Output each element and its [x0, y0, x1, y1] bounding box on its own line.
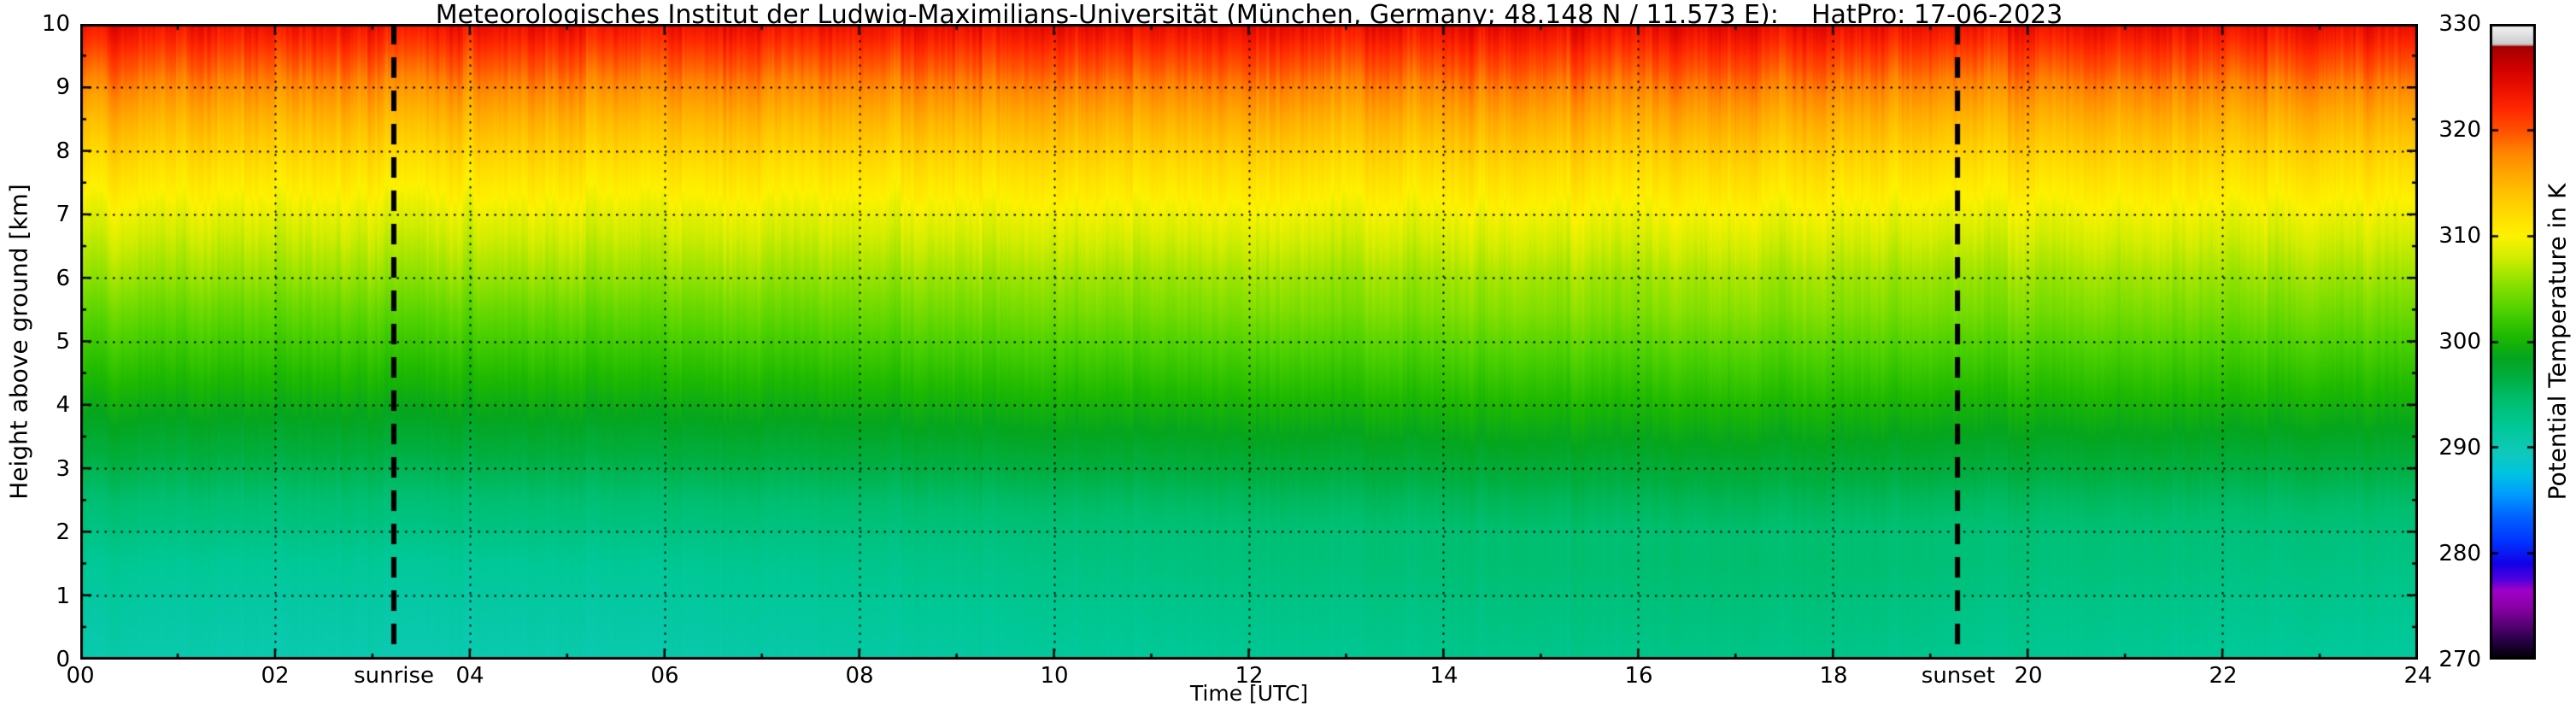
x-tick-label: 20 — [2014, 663, 2043, 689]
colorbar-tick-label: 310 — [2438, 223, 2481, 249]
colorbar-tick-label: 320 — [2438, 117, 2481, 143]
colorbar-tick-label: 300 — [2438, 329, 2481, 355]
sunrise-label: sunrise — [354, 663, 435, 689]
x-tick-label: 04 — [455, 663, 484, 689]
y-axis-tick-labels: 0 1 2 3 4 5 6 7 8 9 10 — [0, 11, 75, 672]
x-tick-label: 16 — [1624, 663, 1653, 689]
x-tick-label: 18 — [1819, 663, 1848, 689]
colorbar — [2490, 24, 2536, 660]
heatmap-canvas — [80, 24, 2418, 660]
colorbar-tick-label: 330 — [2438, 11, 2481, 37]
x-tick-label: 06 — [650, 663, 679, 689]
x-axis-label: Time [UTC] — [1189, 681, 1309, 704]
x-tick-label: 02 — [261, 663, 290, 689]
y-tick-label: 7 — [56, 202, 70, 228]
y-tick-label: 0 — [56, 647, 70, 672]
colorbar-tick-label: 270 — [2438, 647, 2481, 672]
x-tick-label: 22 — [2209, 663, 2238, 689]
y-tick-label: 5 — [56, 329, 70, 355]
colorbar-canvas — [2490, 24, 2536, 660]
x-tick-label: 12 — [1235, 663, 1264, 689]
y-tick-label: 8 — [56, 138, 70, 164]
y-tick-label: 2 — [56, 519, 70, 546]
y-tick-label: 10 — [41, 11, 70, 37]
y-tick-label: 6 — [56, 265, 70, 291]
x-tick-label: 08 — [845, 663, 874, 689]
colorbar-tick-labels: 270 280 290 300 310 320 330 — [2421, 11, 2485, 672]
x-axis-tick-labels: 00 02 04 06 08 10 12 14 16 18 20 22 24 — [66, 663, 2432, 689]
sunset-label: sunset — [1921, 663, 1996, 689]
x-tick-label: 14 — [1429, 663, 1458, 689]
plot-area — [80, 24, 2418, 660]
y-tick-label: 1 — [56, 583, 70, 609]
x-tick-label: 00 — [66, 663, 95, 689]
y-tick-label: 3 — [56, 455, 70, 482]
x-tick-label: 24 — [2403, 663, 2432, 689]
colorbar-tick-label: 280 — [2438, 541, 2481, 566]
y-tick-label: 9 — [56, 74, 70, 101]
y-tick-label: 4 — [56, 392, 70, 419]
colorbar-label: Potential Temperature in K — [2543, 183, 2572, 501]
x-tick-label: 10 — [1040, 663, 1069, 689]
colorbar-tick-label: 290 — [2438, 435, 2481, 461]
